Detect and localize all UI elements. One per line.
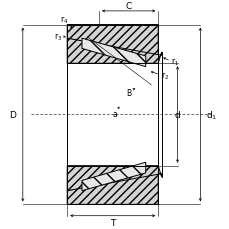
Text: r$_3$: r$_3$ <box>53 31 62 43</box>
Polygon shape <box>82 39 145 67</box>
Polygon shape <box>82 163 145 191</box>
Polygon shape <box>67 173 158 204</box>
Text: d: d <box>174 110 180 119</box>
Text: a: a <box>112 109 117 118</box>
Text: T: T <box>109 218 115 227</box>
Text: D: D <box>9 110 16 119</box>
Polygon shape <box>67 25 158 57</box>
Text: r$_1$: r$_1$ <box>171 56 179 67</box>
Text: r$_4$: r$_4$ <box>59 14 68 25</box>
Text: r$_2$: r$_2$ <box>160 70 168 82</box>
Text: d$_1$: d$_1$ <box>205 109 216 121</box>
Polygon shape <box>67 166 161 191</box>
Text: C: C <box>125 2 131 11</box>
Polygon shape <box>67 39 161 64</box>
Text: B: B <box>125 89 131 98</box>
